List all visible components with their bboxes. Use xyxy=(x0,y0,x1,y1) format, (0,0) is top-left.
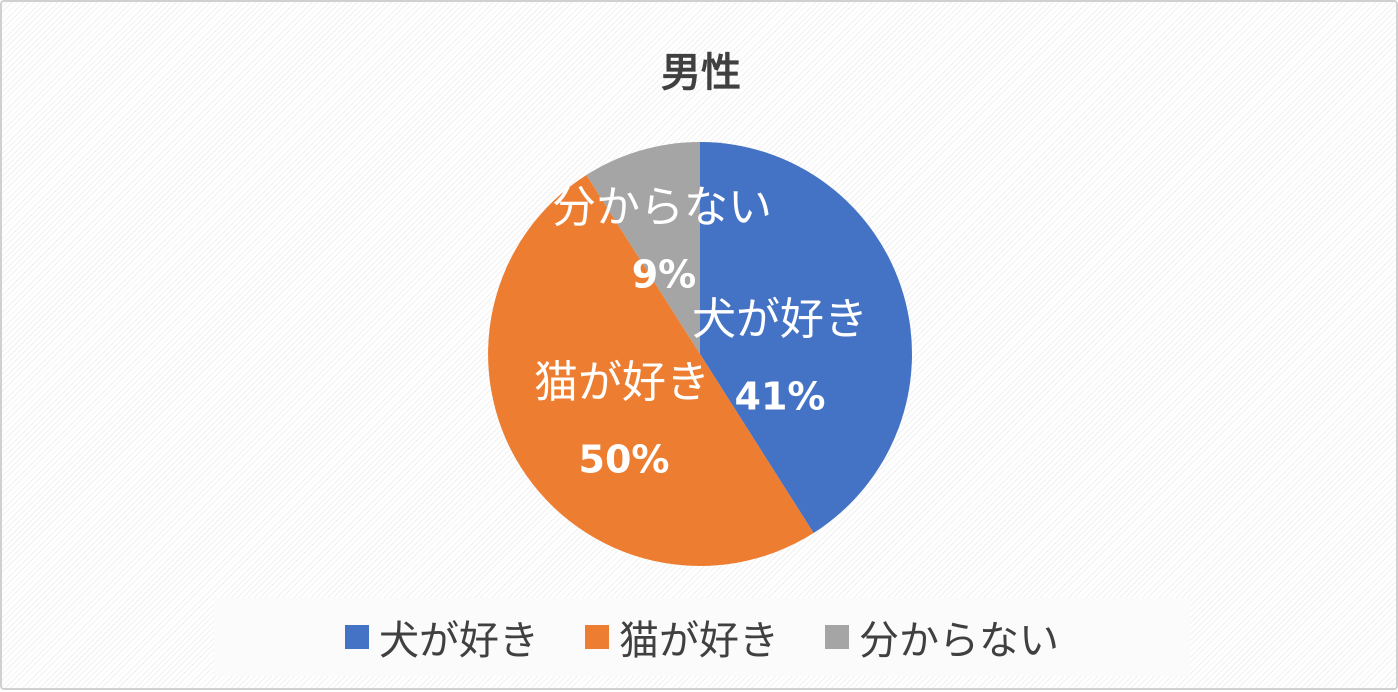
data-label-value: 41% xyxy=(735,375,826,419)
data-label-category: 犬が好き xyxy=(692,294,868,345)
legend-swatch xyxy=(585,625,609,649)
data-label-category: 猫が好き xyxy=(534,357,710,408)
pie-slice xyxy=(700,142,912,533)
legend: 犬が好き 猫が好き 分からない xyxy=(214,598,1190,676)
pie-slice xyxy=(586,142,700,354)
data-label-category: 分からない xyxy=(552,182,772,233)
data-label-value: 50% xyxy=(579,438,670,482)
chart-title: 男性 xyxy=(661,50,741,96)
legend-label: 犬が好き xyxy=(379,618,539,664)
legend-item-dog: 犬が好き xyxy=(345,608,539,666)
legend-label: 分からない xyxy=(859,618,1059,664)
legend-swatch xyxy=(345,625,369,649)
legend-label: 猫が好き xyxy=(619,618,779,664)
legend-item-cat: 猫が好き xyxy=(585,608,779,666)
legend-swatch xyxy=(825,625,849,649)
pie-slice xyxy=(488,175,814,566)
data-label-value: 9% xyxy=(632,253,697,297)
legend-item-unknown: 分からない xyxy=(825,608,1059,666)
